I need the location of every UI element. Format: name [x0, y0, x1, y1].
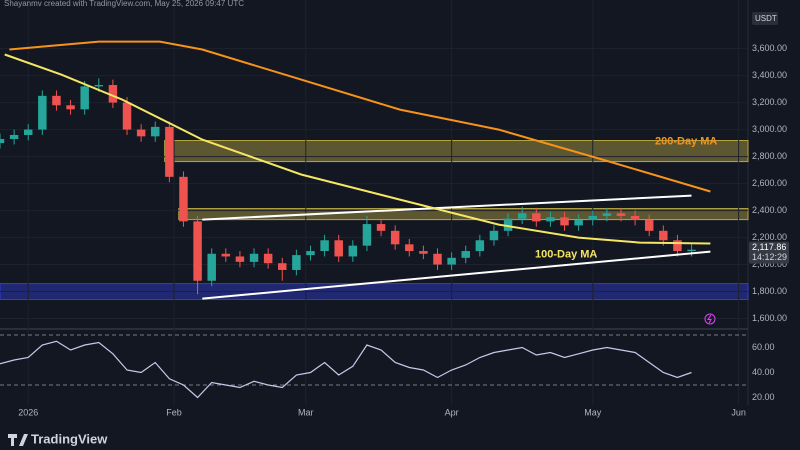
candle-body — [588, 215, 597, 221]
candle-body — [94, 85, 104, 87]
candle-body — [461, 251, 470, 258]
candle-body — [292, 255, 301, 270]
alert-bolt — [707, 314, 712, 324]
y-tick-label: 3,000.00 — [752, 124, 787, 134]
currency-badge — [752, 12, 778, 25]
candle-body — [221, 253, 231, 257]
candle-body — [193, 221, 202, 281]
zone — [178, 208, 749, 221]
candle-body — [405, 244, 414, 252]
moving-average — [9, 40, 711, 193]
candle-body — [179, 176, 188, 222]
trendline — [202, 250, 711, 300]
brand: TradingView — [31, 431, 108, 446]
candle-body — [517, 213, 527, 219]
candle-body — [390, 230, 400, 245]
x-tick-label: May — [584, 407, 602, 417]
candle-body — [38, 95, 47, 130]
moving-average — [4, 53, 711, 245]
last-price-box — [749, 241, 789, 264]
y-tick-label: 3,200.00 — [752, 97, 787, 107]
candle-body — [376, 224, 386, 231]
rsi-line — [0, 340, 692, 399]
candle-body — [616, 213, 626, 216]
countdown: 14:12:29 — [752, 252, 787, 262]
candle-body — [419, 251, 428, 254]
candle-body — [334, 240, 343, 257]
plot-layer: 2026 Feb Mar Apr May Jun 1,600.00 1,800.00 2,000… — [0, 0, 789, 417]
candle-body — [151, 126, 160, 137]
candle-body — [348, 245, 358, 257]
x-tick-label: 2026 — [18, 407, 38, 417]
trendline — [202, 194, 692, 221]
candle-body — [475, 240, 485, 252]
y-tick-label: 3,400.00 — [752, 70, 787, 80]
y-tick-label: 2,200.00 — [752, 232, 787, 242]
candle-body — [108, 85, 118, 103]
candle-body — [23, 129, 33, 135]
x-tick-label: Feb — [166, 407, 182, 417]
last-price-label: 2,117.86 — [752, 242, 786, 252]
candle-body — [644, 220, 654, 231]
series-label: 200-Day MA — [655, 135, 717, 147]
candle-body — [278, 263, 287, 270]
candle-body — [489, 230, 499, 241]
candle-body — [122, 102, 132, 130]
candle-body — [447, 257, 456, 265]
candle-body — [630, 215, 640, 221]
candle-body — [574, 220, 583, 226]
candle-body — [546, 217, 555, 222]
candle-body — [52, 95, 61, 106]
y-tick-label: 60.00 — [752, 342, 775, 352]
candle-body — [602, 213, 612, 216]
series-label: 100-Day MA — [535, 248, 597, 260]
currency: USDT — [755, 14, 777, 23]
candle-body — [136, 129, 146, 137]
candle-body — [306, 251, 315, 256]
candle-body — [503, 218, 513, 231]
alert-icon — [704, 313, 716, 325]
candle-body — [165, 126, 174, 177]
candle-body — [659, 230, 668, 241]
y-tick-label: 2,800.00 — [752, 151, 787, 161]
x-tick-label: Mar — [298, 407, 314, 417]
candle-body — [9, 134, 19, 140]
header: Shayanmv created with TradingView.com, M… — [4, 0, 244, 8]
candle-body — [362, 224, 372, 246]
x-tick-label: Jun — [731, 407, 746, 417]
y-tick-label: 2,600.00 — [752, 178, 787, 188]
y-tick-label: 3,600.00 — [752, 43, 787, 53]
candle-body — [433, 253, 442, 265]
candle-body — [560, 217, 569, 226]
candle-body — [80, 86, 89, 110]
candle-body — [320, 240, 329, 252]
candle-body — [263, 253, 273, 264]
candle-body — [207, 253, 216, 281]
candle-body — [687, 249, 696, 252]
candle-body — [673, 240, 682, 252]
candle-body — [66, 105, 75, 110]
y-tick-label: 40.00 — [752, 367, 775, 377]
y-tick-label: 2,000.00 — [752, 259, 787, 269]
candle-body — [532, 213, 541, 222]
brand-logo — [8, 434, 28, 446]
x-tick-label: Apr — [445, 407, 459, 417]
candle-body — [235, 256, 245, 262]
y-tick-label: 1,600.00 — [752, 313, 787, 323]
y-tick-label: 20.00 — [752, 392, 775, 402]
y-tick-label: 2,400.00 — [752, 205, 787, 215]
candle-body — [249, 253, 259, 262]
candle-body — [0, 139, 5, 144]
y-tick-label: 1,800.00 — [752, 286, 787, 296]
